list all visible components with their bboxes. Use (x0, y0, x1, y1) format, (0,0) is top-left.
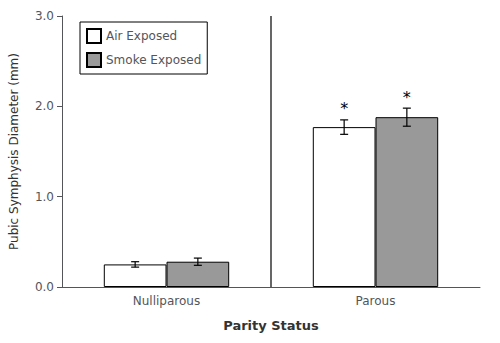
svg-text:Air Exposed: Air Exposed (106, 29, 177, 43)
svg-text:*: * (403, 88, 411, 107)
svg-text:*: * (340, 99, 348, 118)
svg-text:3.0: 3.0 (35, 9, 54, 23)
svg-text:Parity Status: Parity Status (223, 318, 319, 333)
svg-text:Nulliparous: Nulliparous (133, 294, 200, 308)
svg-text:1.0: 1.0 (35, 190, 54, 204)
svg-text:Smoke Exposed: Smoke Exposed (106, 53, 201, 67)
svg-text:0.0: 0.0 (35, 280, 54, 294)
svg-text:2.0: 2.0 (35, 99, 54, 113)
svg-text:Parous: Parous (356, 294, 396, 308)
svg-text:Pubic Symphysis Diameter (mm): Pubic Symphysis Diameter (mm) (7, 53, 21, 250)
